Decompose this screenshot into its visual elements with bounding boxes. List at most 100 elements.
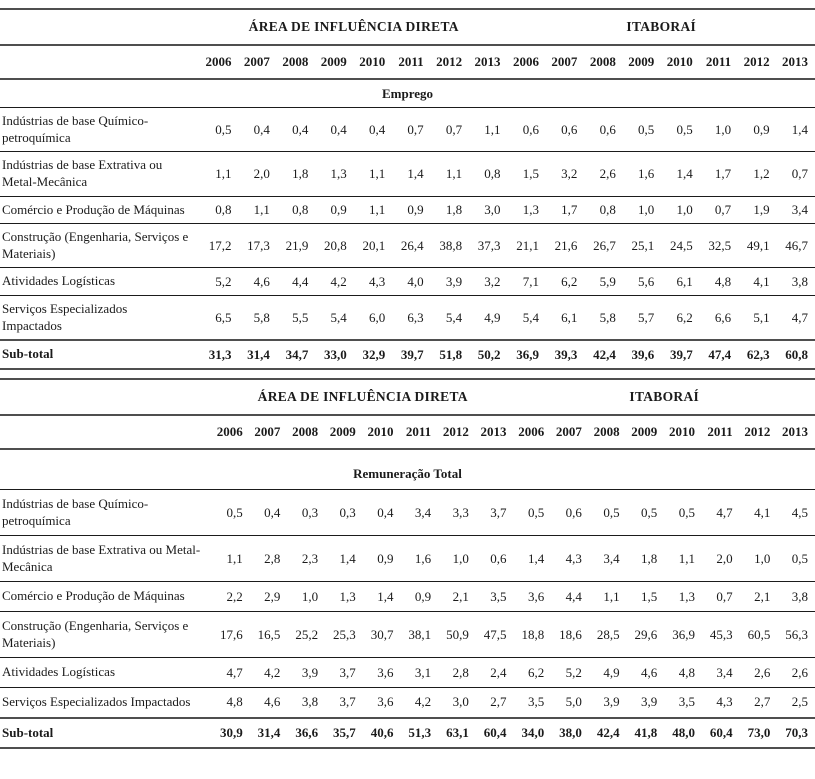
year-header: 2009: [622, 45, 662, 80]
value-cell: 1,4: [362, 581, 401, 612]
value-cell: 3,3: [438, 489, 476, 537]
value-cell: 1,0: [699, 107, 739, 153]
year-header: 2011: [701, 414, 740, 450]
value-cell: 1,0: [287, 581, 326, 612]
value-cell: 6,2: [545, 267, 585, 296]
value-cell: 24,5: [661, 223, 700, 269]
label-column-header: [0, 378, 212, 416]
value-cell: 4,8: [699, 267, 739, 296]
value-cell: 1,1: [469, 107, 508, 153]
year-header: 2007: [238, 45, 277, 80]
value-cell: 42,4: [584, 339, 623, 369]
value-cell: 35,7: [325, 716, 363, 749]
value-cell: 26,4: [392, 223, 431, 269]
section-row: Emprego: [0, 79, 815, 108]
year-header: 2012: [739, 414, 778, 450]
value-cell: 1,8: [276, 151, 316, 197]
value-cell: 0,8: [469, 151, 508, 197]
value-cell: 4,6: [626, 657, 665, 688]
value-cell: 2,1: [438, 581, 476, 612]
value-cell: 5,9: [584, 267, 623, 296]
value-cell: 2,0: [238, 151, 277, 197]
row-label: Indústrias de base Químico-petroquímica: [0, 107, 200, 153]
value-cell: 25,3: [325, 611, 363, 659]
value-cell: 5,7: [622, 295, 662, 341]
value-cell: 31,3: [200, 339, 239, 369]
value-cell: 2,3: [287, 535, 326, 583]
value-cell: 5,8: [238, 295, 277, 341]
value-cell: 51,8: [430, 339, 470, 369]
value-cell: 0,7: [392, 107, 431, 153]
value-cell: 40,6: [362, 716, 401, 749]
value-cell: 6,2: [661, 295, 700, 341]
value-cell: 41,8: [626, 716, 665, 749]
value-cell: 3,9: [626, 687, 665, 719]
value-cell: 4,0: [392, 267, 431, 296]
value-cell: 21,9: [276, 223, 316, 269]
row-label: Indústrias de base Extrativa ou Metal-Me…: [0, 535, 212, 583]
value-cell: 2,6: [584, 151, 623, 197]
value-cell: 1,0: [739, 535, 778, 583]
value-cell: 0,5: [661, 107, 700, 153]
value-cell: 3,8: [287, 687, 326, 719]
year-header: 2006: [507, 45, 546, 80]
value-cell: 4,4: [551, 581, 589, 612]
value-cell: 3,6: [513, 581, 552, 612]
value-cell: 4,8: [212, 687, 250, 719]
value-cell: 3,1: [400, 657, 439, 688]
year-header: 2007: [249, 414, 288, 450]
row-label: Sub-total: [0, 716, 212, 749]
year-header: 2010: [664, 414, 702, 450]
value-cell: 7,1: [507, 267, 546, 296]
value-cell: 3,9: [287, 657, 326, 688]
value-cell: 39,7: [661, 339, 700, 369]
year-header: 2012: [738, 45, 777, 80]
value-cell: 34,7: [276, 339, 316, 369]
value-cell: 38,1: [400, 611, 439, 659]
value-cell: 5,8: [584, 295, 623, 341]
value-cell: 39,7: [392, 339, 431, 369]
value-cell: 70,3: [777, 716, 815, 749]
value-cell: 5,4: [507, 295, 546, 341]
year-header: 2009: [626, 414, 665, 450]
value-cell: 0,7: [701, 581, 740, 612]
value-cell: 4,6: [249, 687, 288, 719]
value-cell: 0,3: [325, 489, 363, 537]
row-label: Indústrias de base Químico-petroquímica: [0, 489, 212, 537]
value-cell: 5,4: [430, 295, 470, 341]
section-label-remuneracao-total: Remuneração Total: [0, 448, 815, 490]
value-cell: 2,6: [777, 657, 815, 688]
value-cell: 0,4: [249, 489, 288, 537]
value-cell: 3,6: [362, 657, 401, 688]
year-header: 2013: [475, 414, 514, 450]
value-cell: 46,7: [776, 223, 815, 269]
value-cell: 30,7: [362, 611, 401, 659]
value-cell: 17,2: [200, 223, 239, 269]
value-cell: 3,8: [776, 267, 815, 296]
value-cell: 31,4: [249, 716, 288, 749]
group-header-row: ÁREA DE INFLUÊNCIA DIRETA ITABORAÍ: [0, 9, 815, 46]
year-header: 2006: [212, 414, 250, 450]
value-cell: 50,2: [469, 339, 508, 369]
value-cell: 4,3: [353, 267, 393, 296]
table-row: Construção (Engenharia, Serviços e Mater…: [0, 223, 815, 269]
value-cell: 3,9: [430, 267, 470, 296]
table-row: Comércio e Produção de Máquinas 2,2 2,9 1,0…: [0, 581, 815, 612]
value-cell: 45,3: [701, 611, 740, 659]
value-cell: 1,1: [200, 151, 239, 197]
row-label: Construção (Engenharia, Serviços e Mater…: [0, 223, 200, 269]
value-cell: 62,3: [738, 339, 777, 369]
row-label: Serviços Especializados Impactados: [0, 295, 200, 341]
table-remuneracao-total: ÁREA DE INFLUÊNCIA DIRETA ITABORAÍ 2006 2…: [0, 377, 815, 750]
value-cell: 4,7: [776, 295, 815, 341]
value-cell: 4,6: [238, 267, 277, 296]
year-header: 2012: [430, 45, 470, 80]
value-cell: 0,3: [287, 489, 326, 537]
value-cell: 1,3: [315, 151, 354, 197]
table-row: Indústrias de base Químico-petroquímica 0…: [0, 489, 815, 537]
year-header: 2010: [362, 414, 401, 450]
document-page: ÁREA DE INFLUÊNCIA DIRETA ITABORAÍ 2006 2…: [0, 8, 815, 750]
value-cell: 3,6: [362, 687, 401, 719]
year-header: 2008: [588, 414, 627, 450]
value-cell: 21,6: [545, 223, 585, 269]
